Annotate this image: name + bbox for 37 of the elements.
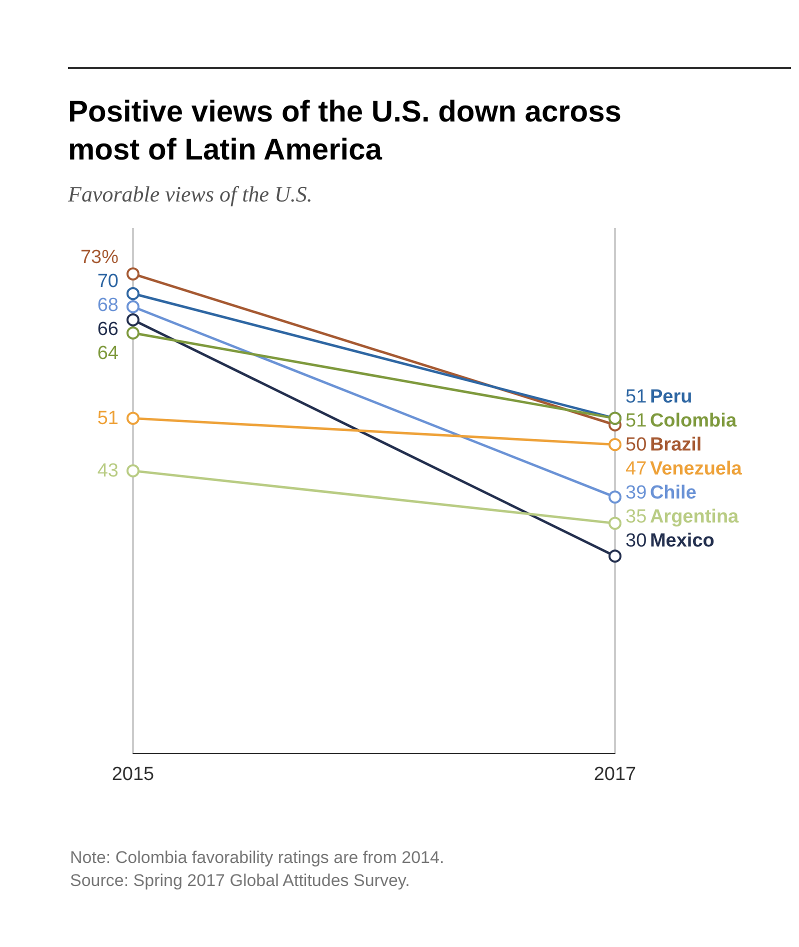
data-label: 64 bbox=[97, 342, 119, 364]
data-label: 66 bbox=[97, 318, 118, 340]
data-label: 43 bbox=[97, 460, 118, 482]
x-tick-label: 2017 bbox=[594, 764, 636, 785]
series-label: Peru bbox=[650, 386, 692, 408]
point bbox=[126, 287, 140, 300]
point bbox=[608, 516, 622, 530]
x-tick-label: 2015 bbox=[112, 764, 154, 785]
data-label: 68 bbox=[97, 294, 118, 316]
point bbox=[126, 267, 140, 280]
data-label: 70 bbox=[97, 270, 118, 292]
series-label: Chile bbox=[650, 482, 696, 504]
data-label: 51 bbox=[626, 410, 647, 432]
point bbox=[608, 490, 622, 504]
series-label: Brazil bbox=[650, 434, 702, 456]
data-label: 73% bbox=[80, 246, 119, 268]
data-label: 35 bbox=[626, 506, 647, 528]
data-label: 50 bbox=[626, 434, 647, 456]
point bbox=[126, 313, 140, 326]
data-label: 47 bbox=[626, 458, 647, 480]
point bbox=[126, 412, 140, 425]
data-label: 51 bbox=[97, 408, 118, 429]
point bbox=[608, 438, 622, 452]
chart-subtitle: Favorable views of the U.S. bbox=[67, 182, 312, 206]
series-label: Argentina bbox=[650, 506, 740, 528]
point bbox=[608, 550, 622, 563]
point bbox=[126, 326, 140, 340]
series-label: Colombia bbox=[650, 410, 737, 432]
series-label: Mexico bbox=[650, 530, 714, 552]
data-label: 39 bbox=[626, 482, 647, 504]
point bbox=[126, 464, 140, 478]
data-label: 51 bbox=[626, 386, 647, 408]
point bbox=[126, 300, 140, 314]
series-label: Venezuela bbox=[650, 458, 742, 480]
chart-title: Positive views of the U.S. down across most of Latin America bbox=[68, 96, 622, 166]
text: Note: Colombia favorability ratings are from 2014. Source: Spring 2017 Global Attitudes Survey. bbox=[70, 848, 444, 890]
data-label: 30 bbox=[626, 530, 647, 552]
